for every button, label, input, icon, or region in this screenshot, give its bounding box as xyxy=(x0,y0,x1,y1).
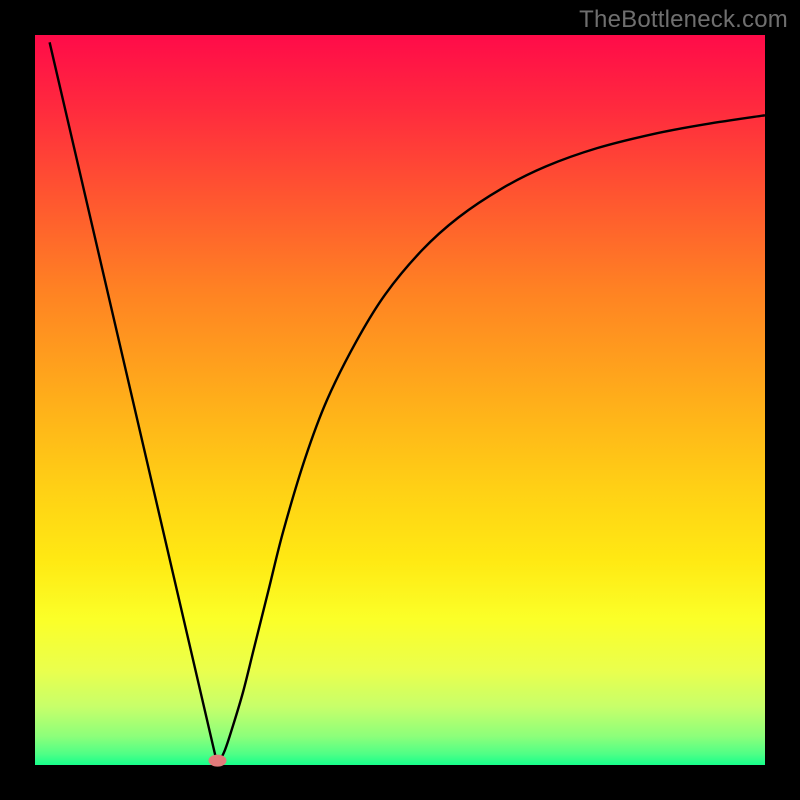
minimum-marker xyxy=(209,755,227,767)
plot-area xyxy=(35,35,765,765)
bottleneck-chart-svg xyxy=(0,0,800,800)
chart-stage: TheBottleneck.com xyxy=(0,0,800,800)
